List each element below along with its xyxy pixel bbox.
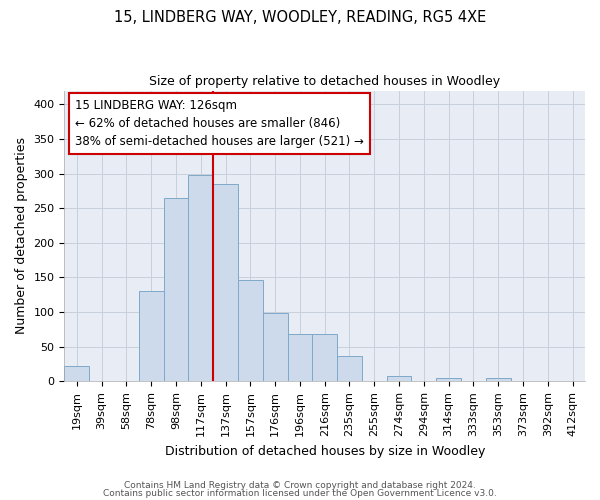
Bar <box>188 175 213 382</box>
Bar <box>386 376 412 382</box>
Bar <box>213 184 238 382</box>
Bar <box>313 334 337 382</box>
Text: 15 LINDBERG WAY: 126sqm
← 62% of detached houses are smaller (846)
38% of semi-d: 15 LINDBERG WAY: 126sqm ← 62% of detache… <box>75 100 364 148</box>
Title: Size of property relative to detached houses in Woodley: Size of property relative to detached ho… <box>149 75 500 88</box>
Text: 15, LINDBERG WAY, WOODLEY, READING, RG5 4XE: 15, LINDBERG WAY, WOODLEY, READING, RG5 … <box>114 10 486 25</box>
Y-axis label: Number of detached properties: Number of detached properties <box>15 138 28 334</box>
Bar <box>436 378 461 382</box>
Bar <box>139 292 164 382</box>
X-axis label: Distribution of detached houses by size in Woodley: Distribution of detached houses by size … <box>164 444 485 458</box>
Bar <box>486 378 511 382</box>
Bar <box>287 334 313 382</box>
Bar <box>337 356 362 382</box>
Bar <box>263 314 287 382</box>
Bar <box>164 198 188 382</box>
Text: Contains HM Land Registry data © Crown copyright and database right 2024.: Contains HM Land Registry data © Crown c… <box>124 481 476 490</box>
Bar <box>64 366 89 382</box>
Text: Contains public sector information licensed under the Open Government Licence v3: Contains public sector information licen… <box>103 488 497 498</box>
Bar <box>238 280 263 382</box>
